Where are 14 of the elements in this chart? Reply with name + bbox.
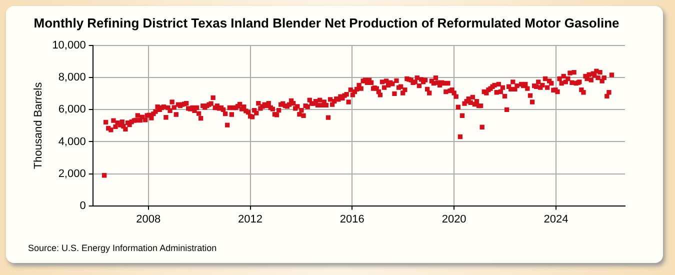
x-tick-label: 2016 — [340, 213, 364, 226]
chart-title: Monthly Refining District Texas Inland Blender Net Production of Reformulated Motor Gasoline — [34, 15, 620, 30]
y-tick-label: 4,000 — [58, 136, 86, 148]
source-note: Source: U.S. Energy Information Administration — [28, 243, 217, 253]
y-tick-label: 0 — [80, 200, 86, 212]
x-tick-label: 2012 — [238, 213, 263, 226]
x-tick-label: 2024 — [544, 213, 568, 226]
x-tick-label: 2008 — [136, 213, 161, 226]
y-tick-label: 6,000 — [58, 104, 86, 116]
y-axis-title: Thousand Barrels — [32, 82, 45, 170]
x-tick-label: 2020 — [442, 213, 466, 226]
y-tick-label: 10,000 — [52, 40, 86, 52]
y-tick-label: 2,000 — [58, 168, 86, 180]
y-tick-label: 8,000 — [58, 72, 86, 84]
